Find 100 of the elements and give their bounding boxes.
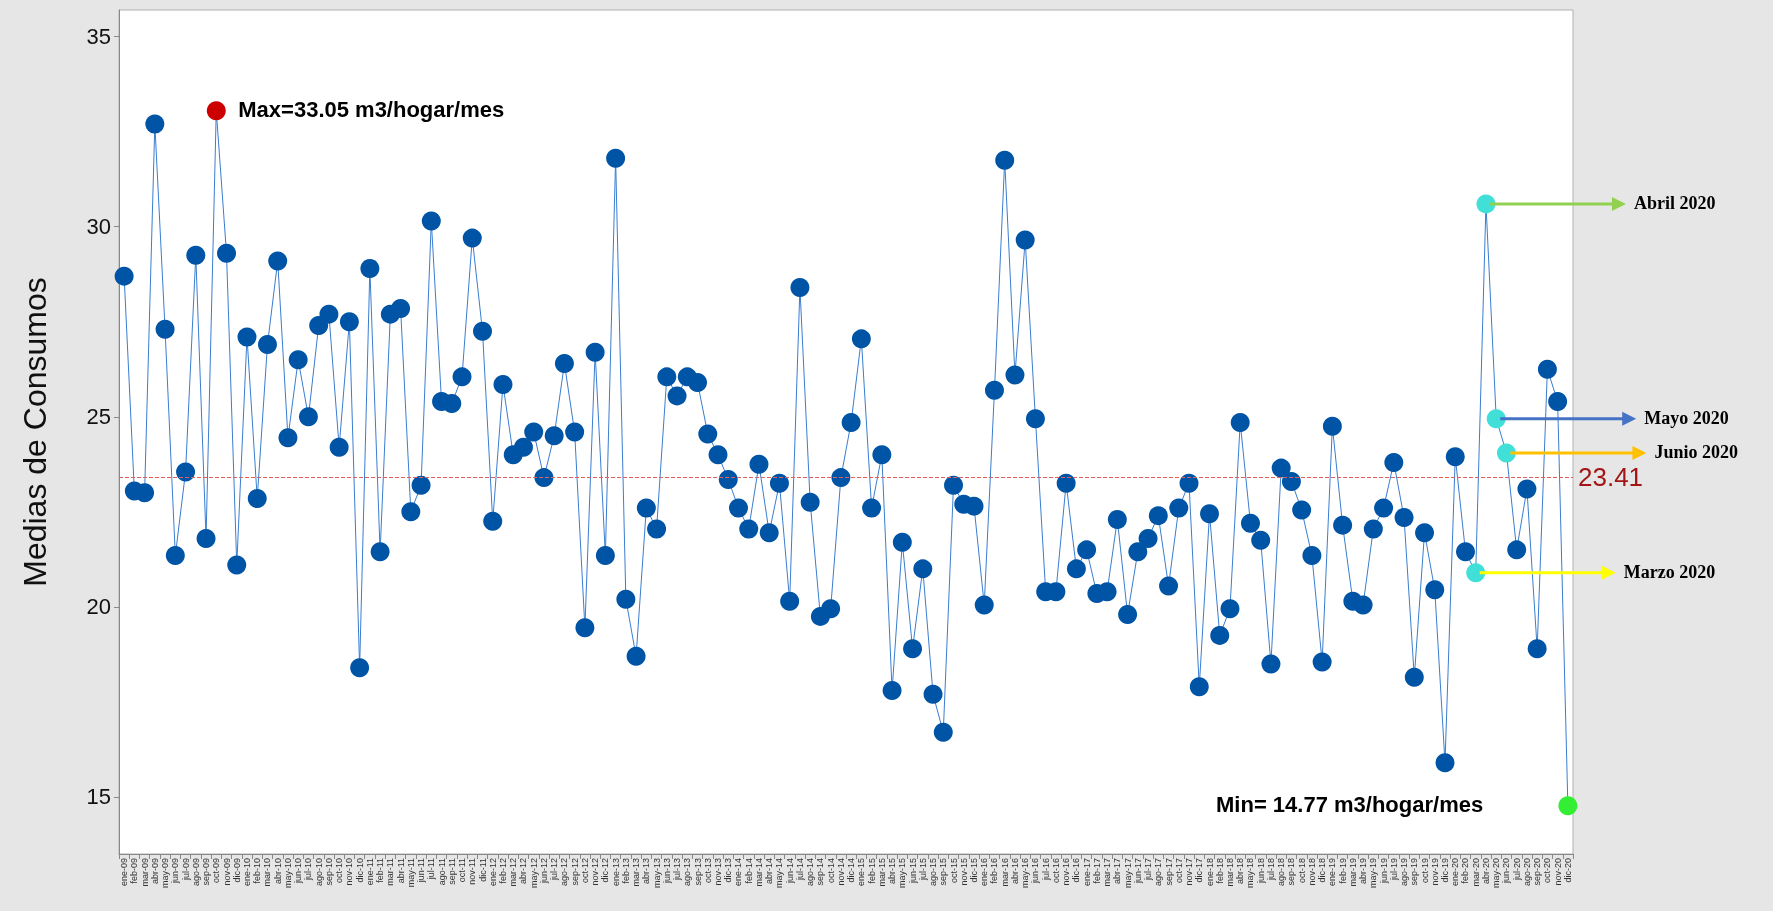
x-tick-label: ago-09 [190, 858, 201, 887]
x-tick-label: sep-14 [815, 858, 826, 886]
x-tick-label: jul-10 [303, 858, 314, 882]
x-tick-label: oct-14 [825, 858, 836, 884]
x-tick-label: jun-14 [784, 858, 795, 885]
x-tick-label: nov-20 [1552, 858, 1563, 886]
x-tick-label: dic-13 [723, 858, 734, 883]
x-tick-label: mar-20 [1470, 858, 1481, 887]
x-tick-label: may-10 [282, 858, 293, 889]
x-tick-label: may-14 [774, 858, 785, 889]
x-tick-label: oct-15 [948, 858, 959, 884]
x-tick-label: jun-17 [1132, 858, 1143, 885]
x-tick-label: dic-19 [1440, 858, 1451, 883]
annotation: Max=33.05 m3/hogar/mes [238, 96, 505, 123]
y-tick-label: 15 [86, 784, 111, 810]
x-tick-label: feb-10 [252, 858, 263, 884]
x-tick-label: mar-19 [1347, 858, 1358, 887]
x-tick-label: ago-12 [559, 858, 570, 887]
x-tick-label: oct-20 [1542, 858, 1553, 884]
x-tick-label: oct-17 [1173, 858, 1184, 884]
x-tick-label: ene-09 [119, 858, 130, 887]
x-tick-label: ene-17 [1081, 858, 1092, 887]
x-tick-label: jun-09 [170, 858, 181, 885]
x-tick-label: oct-10 [334, 858, 345, 884]
annotation: Min= 14.77 m3/hogar/mes [1216, 792, 1484, 818]
x-tick-label: may-16 [1020, 858, 1031, 889]
x-tick-label: jun-15 [907, 858, 918, 885]
x-tick-label: nov-18 [1306, 858, 1317, 886]
x-tick-label: mar-09 [139, 858, 150, 887]
x-tick-label: sep-12 [569, 858, 580, 886]
x-tick-label: nov-16 [1061, 858, 1072, 886]
x-tick-label: oct-16 [1050, 858, 1061, 884]
x-tick-label: oct-12 [579, 858, 590, 884]
x-tick-label: oct-19 [1419, 858, 1430, 884]
x-tick-label: jun-13 [661, 858, 672, 885]
x-tick-label: feb-19 [1337, 858, 1348, 884]
x-tick-label: may-19 [1368, 858, 1379, 889]
x-tick-label: sep-09 [201, 858, 212, 886]
x-tick-label: feb-11 [375, 858, 386, 883]
y-tick-label: 25 [86, 404, 111, 430]
x-tick-label: abr-15 [887, 858, 898, 885]
x-tick-label: may-09 [160, 858, 171, 889]
x-tick-label: jul-17 [1143, 858, 1154, 882]
x-tick-label: ago-10 [313, 858, 324, 887]
x-tick-label: ene-16 [979, 858, 990, 887]
y-tick-label: 20 [86, 594, 111, 620]
x-tick-label: may-11 [405, 858, 416, 888]
x-tick-label: feb-15 [866, 858, 877, 884]
x-tick-label: ene-12 [487, 858, 498, 887]
x-tick-label: jul-16 [1040, 858, 1051, 882]
x-tick-label: mar-17 [1102, 858, 1113, 887]
x-tick-label: dic-12 [600, 858, 611, 883]
x-tick-label: sep-17 [1163, 858, 1174, 886]
x-tick-label: may-18 [1245, 858, 1256, 889]
x-tick-label: dic-14 [846, 858, 857, 883]
x-tick-label: jul-12 [549, 858, 560, 882]
x-tick-label: abr-10 [272, 858, 283, 885]
x-tick-label: feb-13 [620, 858, 631, 884]
x-tick-label: sep-19 [1409, 858, 1420, 886]
x-tick-label: dic-18 [1317, 858, 1328, 883]
x-tick-label: dic-10 [354, 858, 365, 883]
x-tick-label: nov-15 [958, 858, 969, 886]
x-tick-label: mar-13 [631, 858, 642, 887]
x-tick-label: ene-19 [1327, 858, 1338, 887]
x-tick-label: nov-12 [590, 858, 601, 886]
x-tick-label: ene-10 [241, 858, 252, 887]
x-tick-label: abr-13 [641, 858, 652, 885]
x-tick-label: ene-18 [1204, 858, 1215, 887]
x-tick-label: dic-11 [477, 858, 488, 882]
x-tick-label: jul-18 [1265, 858, 1276, 882]
x-tick-label: jun-11 [416, 858, 427, 884]
x-tick-label: may-17 [1122, 858, 1133, 889]
x-tick-label: may-15 [897, 858, 908, 889]
x-tick-label: abr-14 [764, 858, 775, 885]
x-tick-label: feb-12 [497, 858, 508, 884]
x-tick-label: jun-18 [1255, 858, 1266, 885]
x-tick-label: jul-14 [794, 858, 805, 882]
annotation: Marzo 2020 [1623, 561, 1716, 583]
x-tick-label: jul-20 [1511, 858, 1522, 882]
x-tick-label: jul-19 [1388, 858, 1399, 882]
x-tick-label: dic-16 [1071, 858, 1082, 883]
x-tick-label: ago-14 [805, 858, 816, 887]
x-tick-label: nov-10 [344, 858, 355, 886]
x-tick-label: ago-13 [682, 858, 693, 887]
annotation: Junio 2020 [1654, 441, 1738, 463]
x-tick-label: nov-17 [1184, 858, 1195, 886]
x-tick-label: mar-10 [262, 858, 273, 887]
x-tick-label: ago-17 [1153, 858, 1164, 887]
x-tick-label: sep-15 [938, 858, 949, 886]
x-tick-label: dic-17 [1194, 858, 1205, 883]
x-tick-label: feb-18 [1214, 858, 1225, 884]
x-tick-label: may-20 [1491, 858, 1502, 889]
x-tick-label: abr-17 [1112, 858, 1123, 885]
x-tick-label: mar-14 [753, 858, 764, 887]
x-tick-label: jun-10 [293, 858, 304, 885]
x-tick-label: abr-19 [1358, 858, 1369, 885]
x-tick-label: feb-16 [989, 858, 1000, 884]
x-tick-label: ene-13 [610, 858, 621, 887]
x-tick-label: ago-15 [928, 858, 939, 887]
x-tick-label: nov-19 [1429, 858, 1440, 886]
